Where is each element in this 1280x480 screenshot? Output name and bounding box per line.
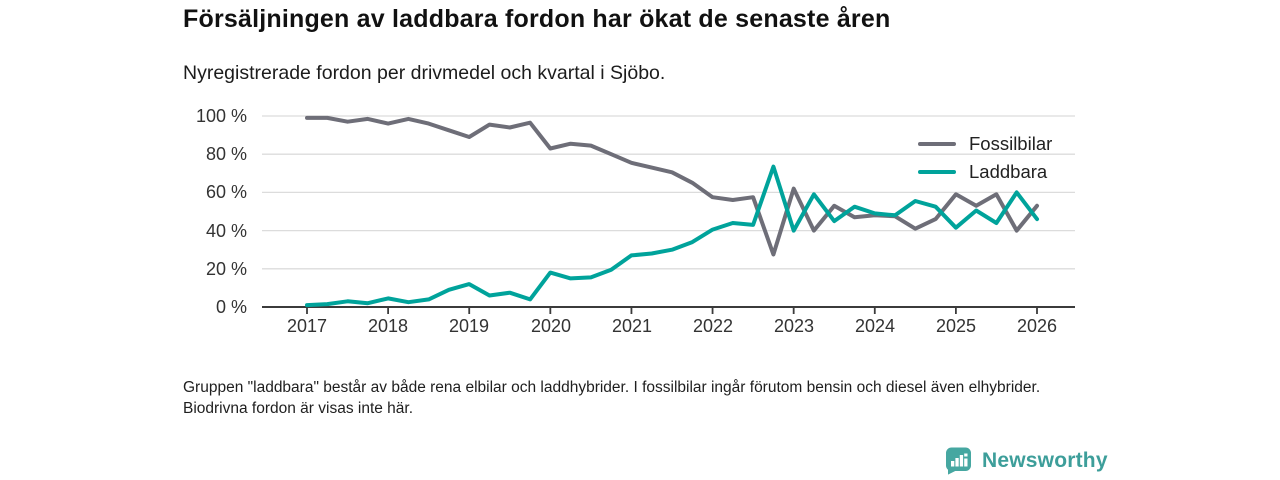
y-tick-label: 20 % xyxy=(205,259,247,279)
y-tick-label: 60 % xyxy=(205,182,247,202)
y-tick-label: 100 % xyxy=(195,106,247,126)
fossilbilar-line-swatch xyxy=(918,141,956,146)
bar-chart-badge-icon xyxy=(946,447,971,475)
x-tick-label: 2026 xyxy=(1016,316,1058,336)
page-title: Försäljningen av laddbara fordon har öka… xyxy=(183,5,891,33)
x-tick-label: 2023 xyxy=(773,316,815,336)
newsworthy-logo: Newsworthy xyxy=(944,446,1108,475)
y-tick-label: 0 % xyxy=(215,297,247,317)
x-tick-label: 2021 xyxy=(611,316,653,336)
legend-item-fossilbilar: Fossilbilar xyxy=(918,132,1052,155)
x-tick-label: 2019 xyxy=(448,316,490,336)
y-tick-label: 40 % xyxy=(205,221,247,241)
x-tick-label: 2017 xyxy=(286,316,328,336)
x-tick-label: 2022 xyxy=(692,316,734,336)
legend-item-laddbara: Laddbara xyxy=(918,160,1052,183)
chart-legend: Fossilbilar Laddbara xyxy=(918,132,1052,188)
chart-footnote: Gruppen "laddbara" består av både rena e… xyxy=(183,379,1041,418)
x-tick-label: 2024 xyxy=(854,316,896,336)
x-tick-label: 2025 xyxy=(935,316,977,336)
laddbara-line xyxy=(305,164,1039,308)
legend-label: Fossilbilar xyxy=(969,132,1053,154)
logo-text: Newsworthy xyxy=(982,448,1108,472)
laddbara-line-swatch xyxy=(918,169,956,174)
x-tick-label: 2018 xyxy=(367,316,409,336)
chart-subtitle: Nyregistrerade fordon per drivmedel och … xyxy=(183,62,666,84)
fossilbilar-line xyxy=(305,115,1039,257)
x-tick-label: 2020 xyxy=(530,316,572,336)
y-tick-label: 80 % xyxy=(205,144,247,164)
legend-label: Laddbara xyxy=(969,160,1048,182)
